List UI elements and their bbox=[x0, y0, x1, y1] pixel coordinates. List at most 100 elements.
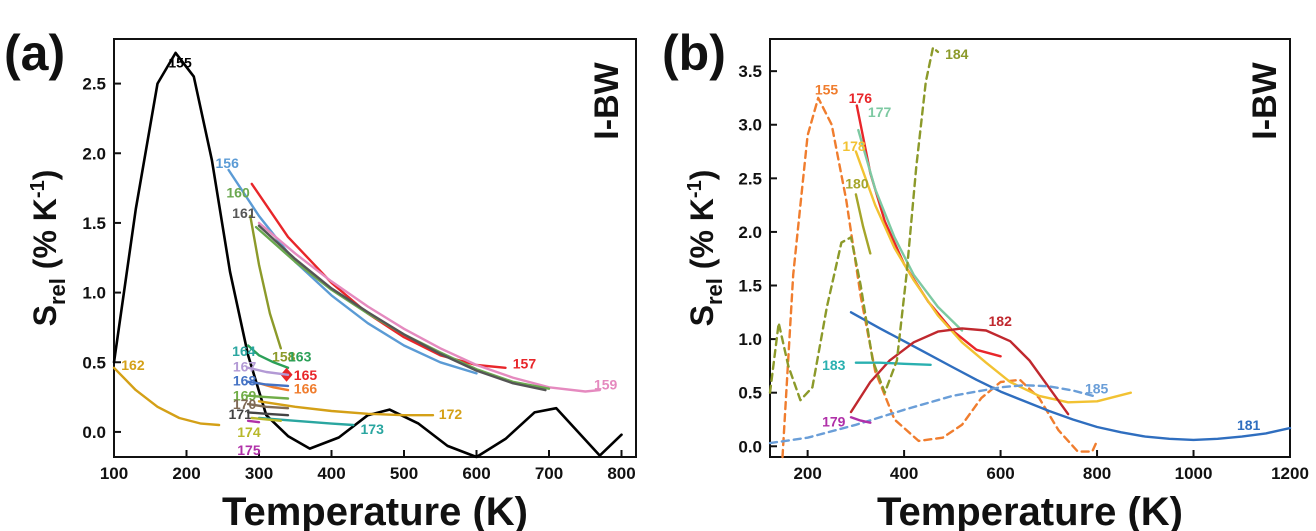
series-a-165-label: 165 bbox=[294, 367, 318, 383]
panel-a-series: 1551561571581591601611621631641651661671… bbox=[112, 51, 623, 459]
y-tick-label: 3.0 bbox=[738, 116, 762, 135]
y-tick-label: 1.5 bbox=[738, 277, 762, 296]
series-a-171-label: 171 bbox=[229, 406, 253, 422]
series-b-185-label: 185 bbox=[1085, 380, 1109, 396]
series-a-157-label: 157 bbox=[513, 356, 537, 372]
series-b-183-line bbox=[854, 361, 932, 366]
series-a-167-line bbox=[246, 366, 290, 376]
panel-b-yaxis-title: Srel (% K-1) bbox=[684, 170, 727, 327]
x-tick-label: 1200 bbox=[1271, 464, 1309, 483]
panel-a: (a) I-BW Srel (% K-1) Temperature (K) 10… bbox=[4, 25, 637, 531]
series-a-174-label: 174 bbox=[237, 424, 261, 440]
series-a-167-label: 167 bbox=[233, 358, 257, 374]
y-tick-label: 1.0 bbox=[82, 284, 106, 303]
series-a-175-line bbox=[246, 419, 261, 424]
series-a-173-label: 173 bbox=[361, 421, 385, 437]
x-tick-label: 400 bbox=[890, 464, 918, 483]
series-a-172-line bbox=[257, 400, 435, 417]
panel-b-tag: I-BW bbox=[1246, 61, 1284, 139]
series-a-172-label: 172 bbox=[439, 406, 463, 422]
y-tick-label: 2.5 bbox=[738, 169, 762, 188]
series-b-181-line bbox=[849, 311, 1292, 442]
series-a-155-line bbox=[112, 51, 623, 459]
series-b-178-label: 178 bbox=[842, 138, 866, 154]
series-b-178-line bbox=[854, 150, 1133, 404]
panel-a-xaxis-title: Temperature (K) bbox=[222, 490, 528, 531]
y-tick-label: 0.0 bbox=[738, 437, 762, 456]
y-tick-label: 0.5 bbox=[82, 353, 106, 372]
series-a-168-label: 168 bbox=[233, 372, 257, 388]
panel-a-frame bbox=[113, 38, 637, 458]
series-b-179-label: 179 bbox=[822, 414, 846, 430]
panel-a-yaxis-title: Srel (% K-1) bbox=[27, 170, 70, 327]
series-a-161-label: 161 bbox=[232, 205, 256, 221]
y-tick-label: 3.5 bbox=[738, 62, 762, 81]
x-tick-label: 500 bbox=[390, 464, 418, 483]
panel-a-tag: I-BW bbox=[588, 61, 626, 139]
series-a-158-label: 158 bbox=[272, 349, 296, 365]
series-b-176-label: 176 bbox=[849, 90, 873, 106]
y-tick-label: 0.5 bbox=[738, 384, 762, 403]
series-b-180-line bbox=[854, 193, 872, 255]
series-a-175-label: 175 bbox=[237, 442, 261, 458]
yaxis-s: S bbox=[27, 305, 63, 326]
series-b-176-line bbox=[855, 104, 1002, 358]
series-b-184-line bbox=[768, 46, 940, 402]
series-a-162-line bbox=[112, 366, 221, 427]
x-tick-label: 1000 bbox=[1175, 464, 1213, 483]
y-tick-label: 1.0 bbox=[738, 330, 762, 349]
series-a-162-label: 162 bbox=[121, 357, 145, 373]
panel-b: (b) I-BW Srel (% K-1) Temperature (K) 20… bbox=[662, 25, 1309, 531]
panel-b-frame bbox=[769, 38, 1291, 458]
x-tick-label: 300 bbox=[245, 464, 273, 483]
x-tick-label: 700 bbox=[535, 464, 563, 483]
x-tick-label: 600 bbox=[986, 464, 1014, 483]
panel-b-xaxis-title: Temperature (K) bbox=[877, 490, 1183, 531]
x-tick-label: 800 bbox=[1083, 464, 1111, 483]
series-a-163-line bbox=[246, 344, 290, 369]
x-tick-label: 800 bbox=[607, 464, 635, 483]
y-tick-label: 2.0 bbox=[82, 144, 106, 163]
panel-a-axes: 100 200 300 400 500 600 700 800 0.0 0.5 1.0 1.5 2.0 2… bbox=[82, 75, 635, 483]
series-b-183-label: 183 bbox=[822, 357, 846, 373]
yaxis-sub: rel bbox=[45, 278, 70, 305]
series-b-182-line bbox=[849, 327, 1070, 416]
series-a-170-label: 170 bbox=[233, 396, 257, 412]
series-b-177-line bbox=[857, 128, 964, 332]
panel-a-label: (a) bbox=[4, 25, 65, 81]
series-a-159-label: 159 bbox=[594, 377, 618, 393]
series-a-171-line bbox=[246, 411, 290, 417]
series-b-185-line bbox=[768, 384, 1099, 445]
series-b-155-label: 155 bbox=[815, 81, 839, 97]
panel-b-axes: 200 400 600 800 1000 1200 0.0 0.5 1.0 1.5 2.0 2.5 3.… bbox=[738, 62, 1309, 483]
series-a-169-line bbox=[246, 394, 290, 400]
series-b-179-line bbox=[849, 416, 872, 424]
series-a-166-label: 166 bbox=[294, 381, 318, 397]
series-b-181-label: 181 bbox=[1237, 417, 1261, 433]
series-a-160-label: 160 bbox=[226, 184, 250, 200]
series-a-155-label: 155 bbox=[168, 55, 192, 71]
panel-b-label: (b) bbox=[662, 25, 726, 81]
svg-text:Srel (% K-1): Srel (% K-1) bbox=[684, 170, 727, 327]
series-a-163-label: 163 bbox=[288, 349, 312, 365]
series-a-156-label: 156 bbox=[216, 155, 240, 171]
x-tick-label: 200 bbox=[172, 464, 200, 483]
x-tick-label: 600 bbox=[462, 464, 490, 483]
y-tick-label: 2.0 bbox=[738, 223, 762, 242]
x-tick-label: 100 bbox=[100, 464, 128, 483]
series-a-169-label: 169 bbox=[233, 388, 257, 404]
series-a-170-line bbox=[246, 402, 290, 410]
series-a-164-label: 164 bbox=[232, 343, 256, 359]
series-a-158-line bbox=[249, 214, 282, 350]
y-tick-label: 1.5 bbox=[82, 214, 106, 233]
y-tick-label: 2.5 bbox=[82, 75, 106, 94]
y-tick-label: 0.0 bbox=[82, 423, 106, 442]
series-b-177-label: 177 bbox=[868, 104, 892, 120]
series-a-157-line bbox=[250, 182, 507, 369]
series-b-155-line bbox=[781, 96, 1099, 459]
x-tick-label: 400 bbox=[317, 464, 345, 483]
x-tick-label: 200 bbox=[793, 464, 821, 483]
series-b-182-label: 182 bbox=[989, 313, 1013, 329]
